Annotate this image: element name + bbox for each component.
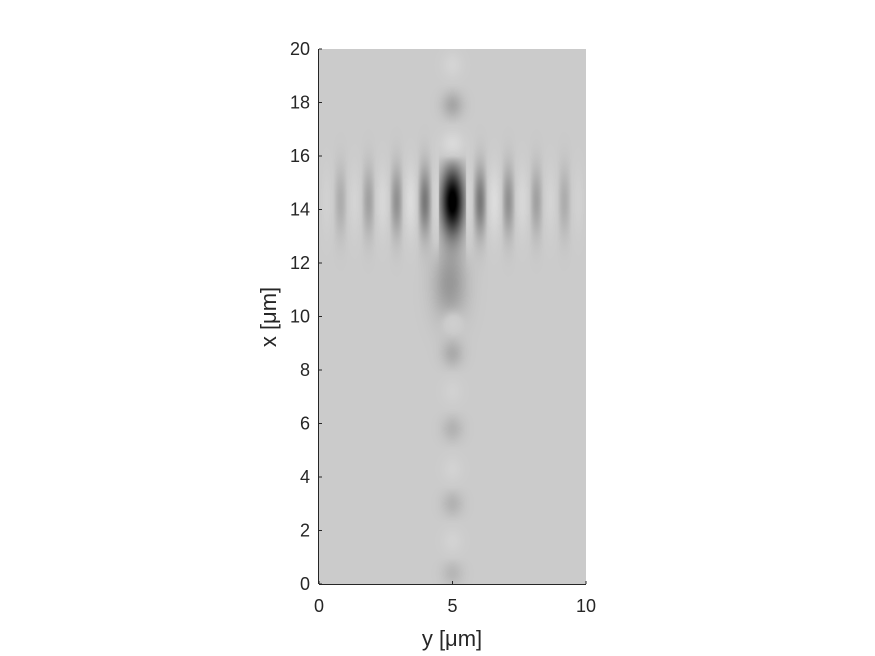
y-tick-label: 16 [290,146,310,166]
y-tick-label: 18 [290,93,310,113]
x-tick-label: 5 [447,596,457,616]
y-tick-label: 20 [290,39,310,59]
y-tick-label: 6 [300,414,310,434]
y-tick-label: 12 [290,253,310,273]
x-tick-label: 10 [576,596,596,616]
y-tick-label: 10 [290,307,310,327]
y-tick-label: 8 [300,360,310,380]
heatmap-image [319,49,586,584]
y-tick-label: 2 [300,521,310,541]
plot-area [319,49,586,584]
y-ticks: 0 2 4 6 8 10 12 14 16 18 20 [290,39,322,594]
y-tick-label: 4 [300,467,310,487]
y-tick-label: 0 [300,574,310,594]
x-tick-label: 0 [314,596,324,616]
y-axis-label: x [μm] [256,287,281,347]
y-tick-label: 14 [290,200,310,220]
x-axis-label: y [μm] [422,626,482,651]
x-ticks: 0 5 10 [314,581,596,616]
